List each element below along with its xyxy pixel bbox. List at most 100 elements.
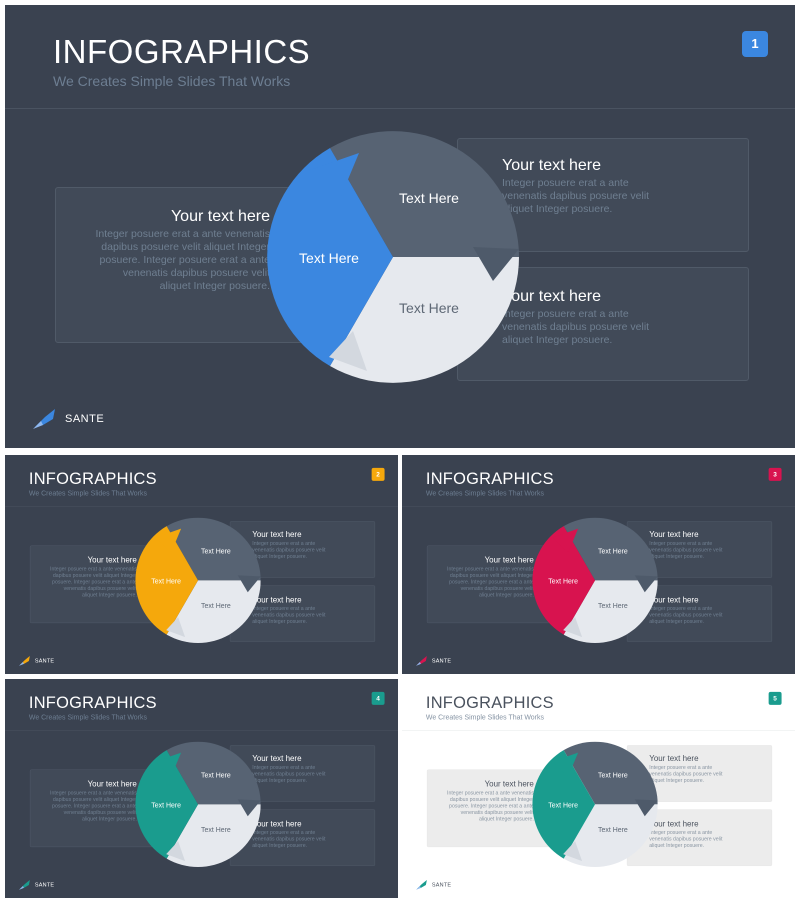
slide-5[interactable]: INFOGRAPHICS We Creates Simple Slides Th…: [402, 679, 795, 898]
left-box-body: Integer posuere erat a ante venenatis da…: [446, 789, 534, 822]
wheel-segment-top: [563, 741, 658, 805]
slide-title: INFOGRAPHICS: [425, 468, 554, 488]
left-box-heading: Your text here: [87, 779, 137, 789]
slide-number-badge: 2: [371, 467, 385, 481]
wheel-segment-left: [135, 750, 199, 859]
slide-title: INFOGRAPHICS: [425, 692, 554, 712]
slide-subtitle: We Creates Simple Slides That Works: [28, 488, 147, 497]
wheel-segment-bottom: [166, 580, 261, 643]
wheel-arrow-accent: [155, 528, 182, 553]
bottom-right-box-heading: Your text here: [252, 819, 302, 829]
rocket-logo-icon: [18, 655, 30, 666]
top-right-box-body: Integer posuere erat a ante venenatis da…: [649, 764, 723, 784]
wheel-left-label: Text Here: [548, 578, 578, 585]
bottom-right-box-heading: Your text here: [252, 595, 302, 605]
slide-title: INFOGRAPHICS: [53, 33, 311, 70]
wheel-arrow-accent: [155, 752, 182, 777]
left-box-heading: Your text here: [170, 208, 270, 225]
wheel-arrow-light: [166, 617, 186, 638]
top-right-box-heading: Your text here: [252, 754, 302, 764]
slide-number-badge: 4: [371, 691, 385, 705]
wheel-segment-top: [166, 741, 261, 805]
wheel-arrow-dark: [473, 247, 519, 281]
wheel-left-label: Text Here: [299, 250, 359, 266]
logo-wordmark: SANTE: [34, 881, 55, 888]
header-divider: [5, 108, 795, 109]
top-right-box-body: Integer posuere erat a ante venenatis da…: [649, 540, 723, 560]
rocket-logo-icon: [415, 879, 427, 890]
wheel-segment-bottom: [166, 804, 261, 867]
wheel-left-label: Text Here: [548, 802, 578, 809]
wheel-segment-left: [135, 526, 199, 635]
wheel-segment-left: [267, 148, 393, 366]
slide-4[interactable]: INFOGRAPHICS We Creates Simple Slides Th…: [5, 679, 398, 898]
slide-title: INFOGRAPHICS: [28, 692, 157, 712]
wheel-arrow-dark: [237, 799, 261, 817]
bottom-right-box-body: Integer posuere erat a ante venenatis da…: [252, 829, 326, 849]
wheel-top-label: Text Here: [399, 190, 459, 206]
left-box-body: Integer posuere erat a ante venenatis da…: [446, 565, 534, 598]
top-right-box-heading: Your text here: [502, 157, 602, 174]
top-right-box-heading: Your text here: [649, 530, 699, 540]
slide-subtitle: We Creates Simple Slides That Works: [28, 712, 147, 721]
wheel-bottom-label: Text Here: [399, 300, 459, 316]
top-right-box-heading: Your text here: [649, 754, 699, 764]
top-right-box-body: Integer posuere erat a ante venenatis da…: [252, 540, 326, 560]
logo-wordmark: SANTE: [431, 657, 452, 664]
wheel-segment-left: [532, 750, 596, 859]
rocket-logo-icon: [18, 879, 30, 890]
top-right-box-body: Integer posuere erat a ante venenatis da…: [502, 177, 650, 215]
wheel-top-label: Text Here: [201, 548, 231, 555]
wheel-top-label: Text Here: [598, 772, 628, 779]
cycle-wheel-diagram: Text Here Text Here Text Here: [135, 741, 261, 867]
slide-number-badge: 3: [768, 467, 782, 481]
wheel-arrow-light: [166, 841, 186, 862]
slide-number-badge: 5: [768, 691, 782, 705]
slide-subtitle: We Creates Simple Slides That Works: [53, 73, 291, 89]
cycle-wheel-diagram: Text Here Text Here Text Here: [267, 131, 519, 383]
slide-3[interactable]: INFOGRAPHICS We Creates Simple Slides Th…: [402, 455, 795, 674]
wheel-arrow-dark: [634, 575, 658, 593]
rocket-logo-icon: [415, 655, 427, 666]
cycle-wheel-diagram: Text Here Text Here Text Here: [532, 741, 658, 867]
wheel-bottom-label: Text Here: [201, 827, 231, 834]
left-text-box: Your text here Integer posuere erat a an…: [426, 545, 559, 624]
top-right-text-box: Your text here Integer posuere erat a an…: [229, 521, 376, 578]
wheel-segment-bottom: [563, 580, 658, 643]
bottom-right-box-body: Integer posuere erat a ante venenatis da…: [649, 605, 723, 625]
top-right-text-box: Your text here Integer posuere erat a an…: [626, 745, 773, 802]
slide-subtitle: We Creates Simple Slides That Works: [425, 488, 544, 497]
top-right-box-body: Integer posuere erat a ante venenatis da…: [252, 764, 326, 784]
top-right-box-heading: Your text here: [252, 530, 302, 540]
wheel-segment-top: [166, 517, 261, 581]
slide-subtitle: We Creates Simple Slides That Works: [425, 712, 544, 721]
wheel-arrow-accent: [552, 528, 579, 553]
bottom-right-box-heading: Your text here: [649, 595, 699, 605]
left-box-body: Integer posuere erat a ante venenatis da…: [49, 789, 137, 822]
slide-1[interactable]: INFOGRAPHICS We Creates Simple Slides Th…: [5, 5, 795, 448]
wheel-bottom-label: Text Here: [598, 603, 628, 610]
wheel-arrow-light: [329, 331, 367, 371]
wheel-arrow-accent: [552, 752, 579, 777]
bottom-right-box-body: Integer posuere erat a ante venenatis da…: [252, 605, 326, 625]
rocket-logo-icon: [33, 409, 55, 429]
wheel-left-label: Text Here: [151, 802, 181, 809]
left-box-heading: Your text here: [484, 779, 534, 789]
wheel-segment-left: [532, 526, 596, 635]
bottom-right-box-heading: Your text here: [502, 288, 602, 305]
slide-number-badge: 1: [742, 31, 768, 57]
wheel-bottom-label: Text Here: [598, 827, 628, 834]
wheel-bottom-label: Text Here: [201, 603, 231, 610]
cycle-wheel-diagram: Text Here Text Here Text Here: [135, 517, 261, 643]
bottom-right-box-body: Integer posuere erat a ante venenatis da…: [502, 308, 650, 346]
logo-wordmark: SANTE: [34, 657, 55, 664]
wheel-arrow-light: [563, 617, 583, 638]
slide-2[interactable]: INFOGRAPHICS We Creates Simple Slides Th…: [5, 455, 398, 674]
left-box-body: Integer posuere erat a ante venenatis da…: [95, 228, 270, 292]
wheel-top-label: Text Here: [201, 772, 231, 779]
wheel-top-label: Text Here: [598, 548, 628, 555]
wheel-segment-bottom: [563, 804, 658, 867]
left-text-box: Your text here Integer posuere erat a an…: [29, 769, 162, 848]
left-box-heading: Your text here: [484, 555, 534, 565]
left-box-body: Integer posuere erat a ante venenatis da…: [49, 565, 137, 598]
